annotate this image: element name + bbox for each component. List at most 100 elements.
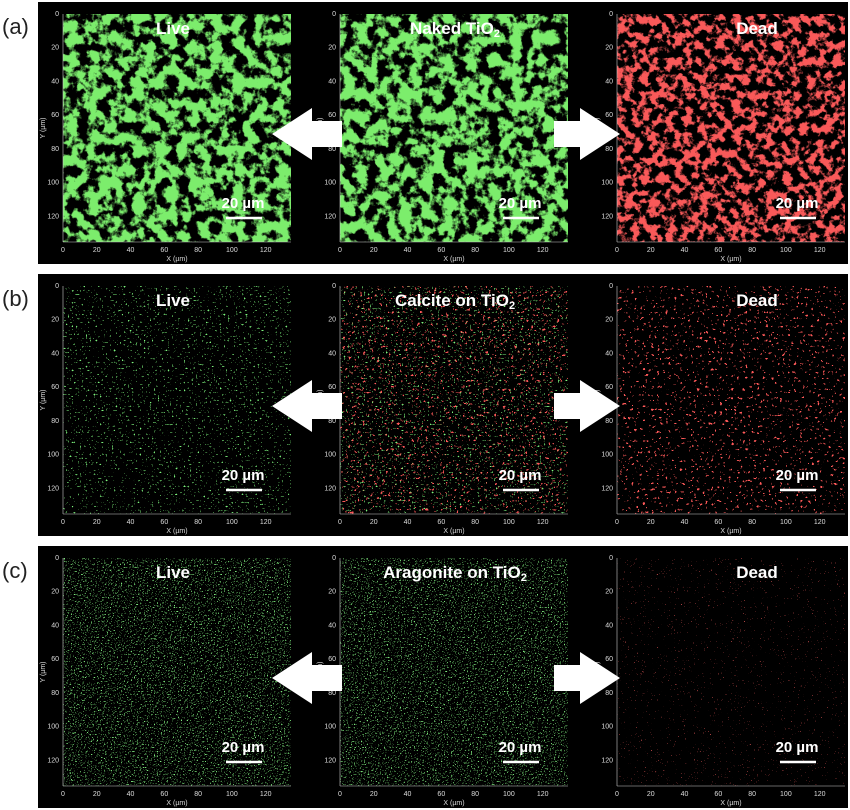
title-text: Aragonite on TiO: [383, 563, 521, 582]
y-tick-label: 40: [51, 350, 59, 357]
x-tick-label: 80: [748, 519, 756, 526]
image-title: Live: [156, 291, 190, 310]
x-tick-label: 20: [370, 247, 378, 254]
y-tick-label: 40: [328, 622, 336, 629]
image-title: Live: [156, 563, 190, 582]
scale-bar-label: 20 µm: [776, 467, 819, 484]
x-axis-label: X (µm): [443, 800, 464, 807]
title-text: Live: [156, 563, 190, 582]
x-tick-label: 80: [748, 247, 756, 254]
y-tick-label: 0: [332, 555, 336, 562]
y-tick-label: 120: [601, 758, 613, 765]
x-tick-label: 60: [160, 791, 168, 798]
image-title: Dead: [736, 563, 778, 582]
x-axis-label: X (µm): [166, 256, 187, 263]
x-tick-label: 120: [814, 519, 826, 526]
x-tick-label: 100: [503, 247, 515, 254]
x-axis-label: X (µm): [166, 800, 187, 807]
title-text: Dead: [736, 563, 778, 582]
x-tick-label: 100: [503, 519, 515, 526]
x-tick-label: 0: [338, 791, 342, 798]
y-tick-label: 80: [328, 146, 336, 153]
x-tick-label: 60: [437, 247, 445, 254]
scale-bar-label: 20 µm: [499, 467, 542, 484]
x-axis-label: X (µm): [720, 528, 741, 535]
y-tick-label: 60: [605, 112, 613, 119]
x-tick-label: 80: [194, 247, 202, 254]
y-tick-label: 120: [601, 214, 613, 221]
x-tick-label: 120: [260, 247, 272, 254]
x-tick-label: 60: [714, 791, 722, 798]
arrow-right: [554, 652, 620, 704]
y-tick-label: 120: [324, 758, 336, 765]
y-tick-label: 60: [51, 112, 59, 119]
y-axis-label: Y (µm): [40, 661, 47, 682]
arrow-right: [554, 380, 620, 432]
scale-bar-label: 20 µm: [499, 739, 542, 756]
micrograph-texture: [63, 558, 291, 786]
y-axis-label: Y (µm): [40, 389, 47, 410]
title-text: Dead: [736, 19, 778, 38]
y-tick-label: 0: [609, 283, 613, 290]
y-tick-label: 100: [47, 452, 59, 459]
x-tick-label: 40: [127, 247, 135, 254]
x-tick-label: 40: [681, 519, 689, 526]
y-tick-label: 60: [328, 656, 336, 663]
y-tick-label: 20: [328, 317, 336, 324]
image-title: Aragonite on TiO2: [383, 563, 527, 583]
x-tick-label: 40: [404, 519, 412, 526]
x-tick-label: 100: [780, 791, 792, 798]
y-tick-label: 40: [328, 350, 336, 357]
x-axis-label: X (µm): [443, 528, 464, 535]
y-tick-label: 120: [324, 486, 336, 493]
x-tick-label: 20: [370, 791, 378, 798]
x-tick-label: 80: [471, 247, 479, 254]
y-tick-label: 0: [55, 555, 59, 562]
x-tick-label: 60: [160, 519, 168, 526]
x-tick-label: 0: [338, 247, 342, 254]
y-tick-label: 100: [601, 180, 613, 187]
title-text: Live: [156, 19, 190, 38]
image-title: Calcite on TiO2: [395, 291, 515, 311]
y-tick-label: 0: [609, 11, 613, 18]
y-tick-label: 100: [324, 180, 336, 187]
y-tick-label: 80: [605, 418, 613, 425]
y-tick-label: 100: [47, 724, 59, 731]
y-tick-label: 100: [324, 724, 336, 731]
y-tick-label: 120: [47, 214, 59, 221]
x-tick-label: 0: [615, 519, 619, 526]
x-tick-label: 40: [681, 247, 689, 254]
y-tick-label: 100: [601, 452, 613, 459]
y-tick-label: 100: [601, 724, 613, 731]
x-tick-label: 100: [503, 791, 515, 798]
y-tick-label: 40: [605, 622, 613, 629]
x-tick-label: 40: [404, 791, 412, 798]
y-tick-label: 40: [328, 78, 336, 85]
x-tick-label: 100: [226, 247, 238, 254]
scale-bar-label: 20 µm: [499, 195, 542, 212]
x-tick-label: 80: [471, 519, 479, 526]
micrograph-texture: [63, 286, 291, 514]
micrograph-texture: [340, 286, 568, 514]
y-tick-label: 20: [51, 45, 59, 52]
micrograph-texture: [617, 558, 845, 786]
y-tick-label: 0: [55, 11, 59, 18]
x-tick-label: 100: [226, 519, 238, 526]
x-tick-label: 80: [194, 519, 202, 526]
x-tick-label: 20: [647, 791, 655, 798]
micrograph-texture: [63, 14, 291, 242]
y-tick-label: 40: [51, 622, 59, 629]
x-tick-label: 20: [93, 519, 101, 526]
x-tick-label: 40: [681, 791, 689, 798]
arrow-left: [272, 108, 342, 160]
arrow-left: [272, 652, 342, 704]
x-tick-label: 80: [194, 791, 202, 798]
y-tick-label: 80: [328, 690, 336, 697]
x-tick-label: 120: [260, 519, 272, 526]
x-tick-label: 0: [61, 247, 65, 254]
x-tick-label: 80: [471, 791, 479, 798]
y-tick-label: 0: [609, 555, 613, 562]
x-tick-label: 20: [647, 519, 655, 526]
scale-bar-label: 20 µm: [776, 739, 819, 756]
